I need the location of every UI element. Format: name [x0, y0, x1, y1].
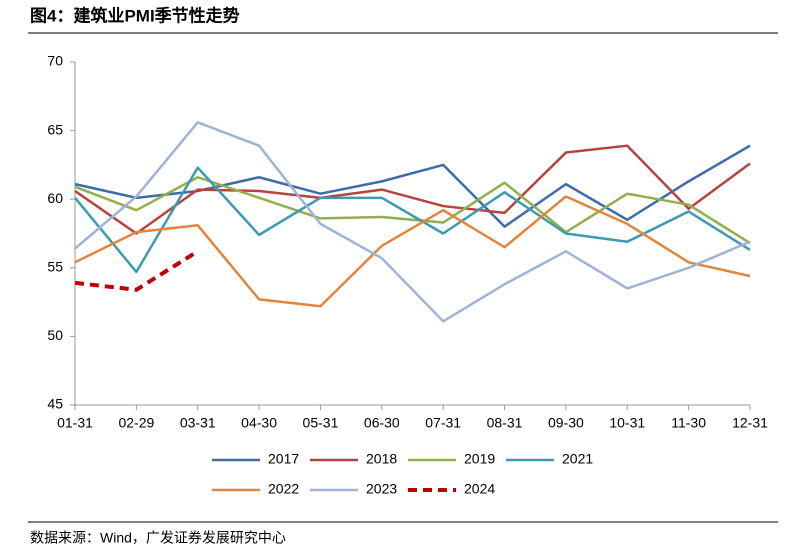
legend-label: 2021 — [562, 451, 593, 467]
y-tick-label: 70 — [47, 53, 63, 69]
x-tick-label: 11-30 — [671, 415, 706, 431]
legend-label: 2019 — [464, 451, 495, 467]
x-tick-label: 06-30 — [364, 415, 400, 431]
x-tick-label: 03-31 — [180, 415, 216, 431]
series-line — [74, 144, 751, 235]
x-tick-label: 08-31 — [487, 415, 523, 431]
chart-title: 图4：建筑业PMI季节性走势 — [30, 5, 240, 25]
y-tick-label: 65 — [47, 121, 63, 137]
series-line — [74, 249, 199, 292]
x-tick-label: 05-31 — [303, 415, 339, 431]
y-tick-label: 50 — [47, 327, 63, 343]
y-tick-label: 55 — [47, 259, 63, 275]
legend-label: 2018 — [366, 451, 397, 467]
x-tick-label: 01-31 — [57, 415, 93, 431]
source: 数据来源：Wind，广发证券发展研究中心 — [30, 530, 286, 546]
series-line — [74, 195, 751, 308]
series-line — [74, 166, 751, 274]
x-tick-label: 12-31 — [732, 415, 768, 431]
legend-label: 2024 — [464, 481, 495, 497]
series-line — [74, 121, 751, 323]
x-tick-label: 02-29 — [118, 415, 154, 431]
x-tick-label: 09-30 — [548, 415, 584, 431]
x-tick-label: 04-30 — [241, 415, 277, 431]
series-line — [74, 175, 751, 245]
x-tick-label: 10-31 — [609, 415, 645, 431]
legend-label: 2022 — [268, 481, 299, 497]
x-tick-label: 07-31 — [425, 415, 461, 431]
legend-label: 2023 — [366, 481, 397, 497]
legend-label: 2017 — [268, 451, 299, 467]
y-tick-label: 45 — [47, 396, 63, 412]
series-line — [74, 144, 751, 228]
y-tick-label: 60 — [47, 190, 63, 206]
